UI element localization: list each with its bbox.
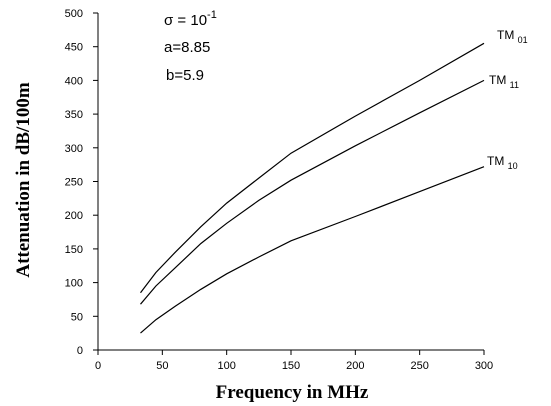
- x-tick-label: 300: [475, 360, 493, 372]
- y-tick-label: 100: [65, 278, 83, 290]
- sigma-annotation: σ = 10-1: [164, 9, 217, 29]
- series-line-10: [140, 166, 485, 334]
- series-labels: TM 01 TM 11 TM 10: [487, 28, 528, 171]
- y-ticks: 0 50 100 150 200 250 300 350 400 450 500: [65, 8, 98, 357]
- y-tick-label: 150: [65, 244, 83, 256]
- series-label-11: TM 11: [489, 73, 519, 90]
- x-tick-label: 200: [346, 360, 364, 372]
- y-tick-label: 500: [65, 8, 83, 20]
- y-axis-title: Attenuation in dB/100m: [13, 82, 34, 277]
- b-annotation: b=5.9: [166, 67, 204, 84]
- series-label-01: TM 01: [497, 28, 528, 45]
- y-tick-label: 250: [65, 177, 83, 189]
- x-tick-label: 0: [95, 360, 101, 372]
- y-tick-label: 200: [65, 210, 83, 222]
- y-tick-label: 50: [71, 311, 83, 323]
- x-tick-label: 150: [282, 360, 300, 372]
- x-tick-label: 50: [156, 360, 168, 372]
- x-ticks: 0 50 100 150 200 250 300: [95, 350, 493, 372]
- y-tick-label: 0: [77, 345, 83, 357]
- series-lines: [140, 42, 485, 334]
- axes: [97, 13, 484, 351]
- y-tick-label: 400: [65, 75, 83, 87]
- x-axis-title: Frequency in MHz: [216, 382, 369, 403]
- y-tick-label: 350: [65, 109, 83, 121]
- x-tick-label: 250: [410, 360, 428, 372]
- series-line-01: [140, 42, 485, 294]
- y-tick-label: 450: [65, 42, 83, 54]
- a-annotation: a=8.85: [164, 39, 210, 56]
- x-tick-label: 100: [217, 360, 235, 372]
- y-tick-label: 300: [65, 143, 83, 155]
- series-line-11: [140, 79, 485, 305]
- series-label-10: TM 10: [487, 154, 518, 171]
